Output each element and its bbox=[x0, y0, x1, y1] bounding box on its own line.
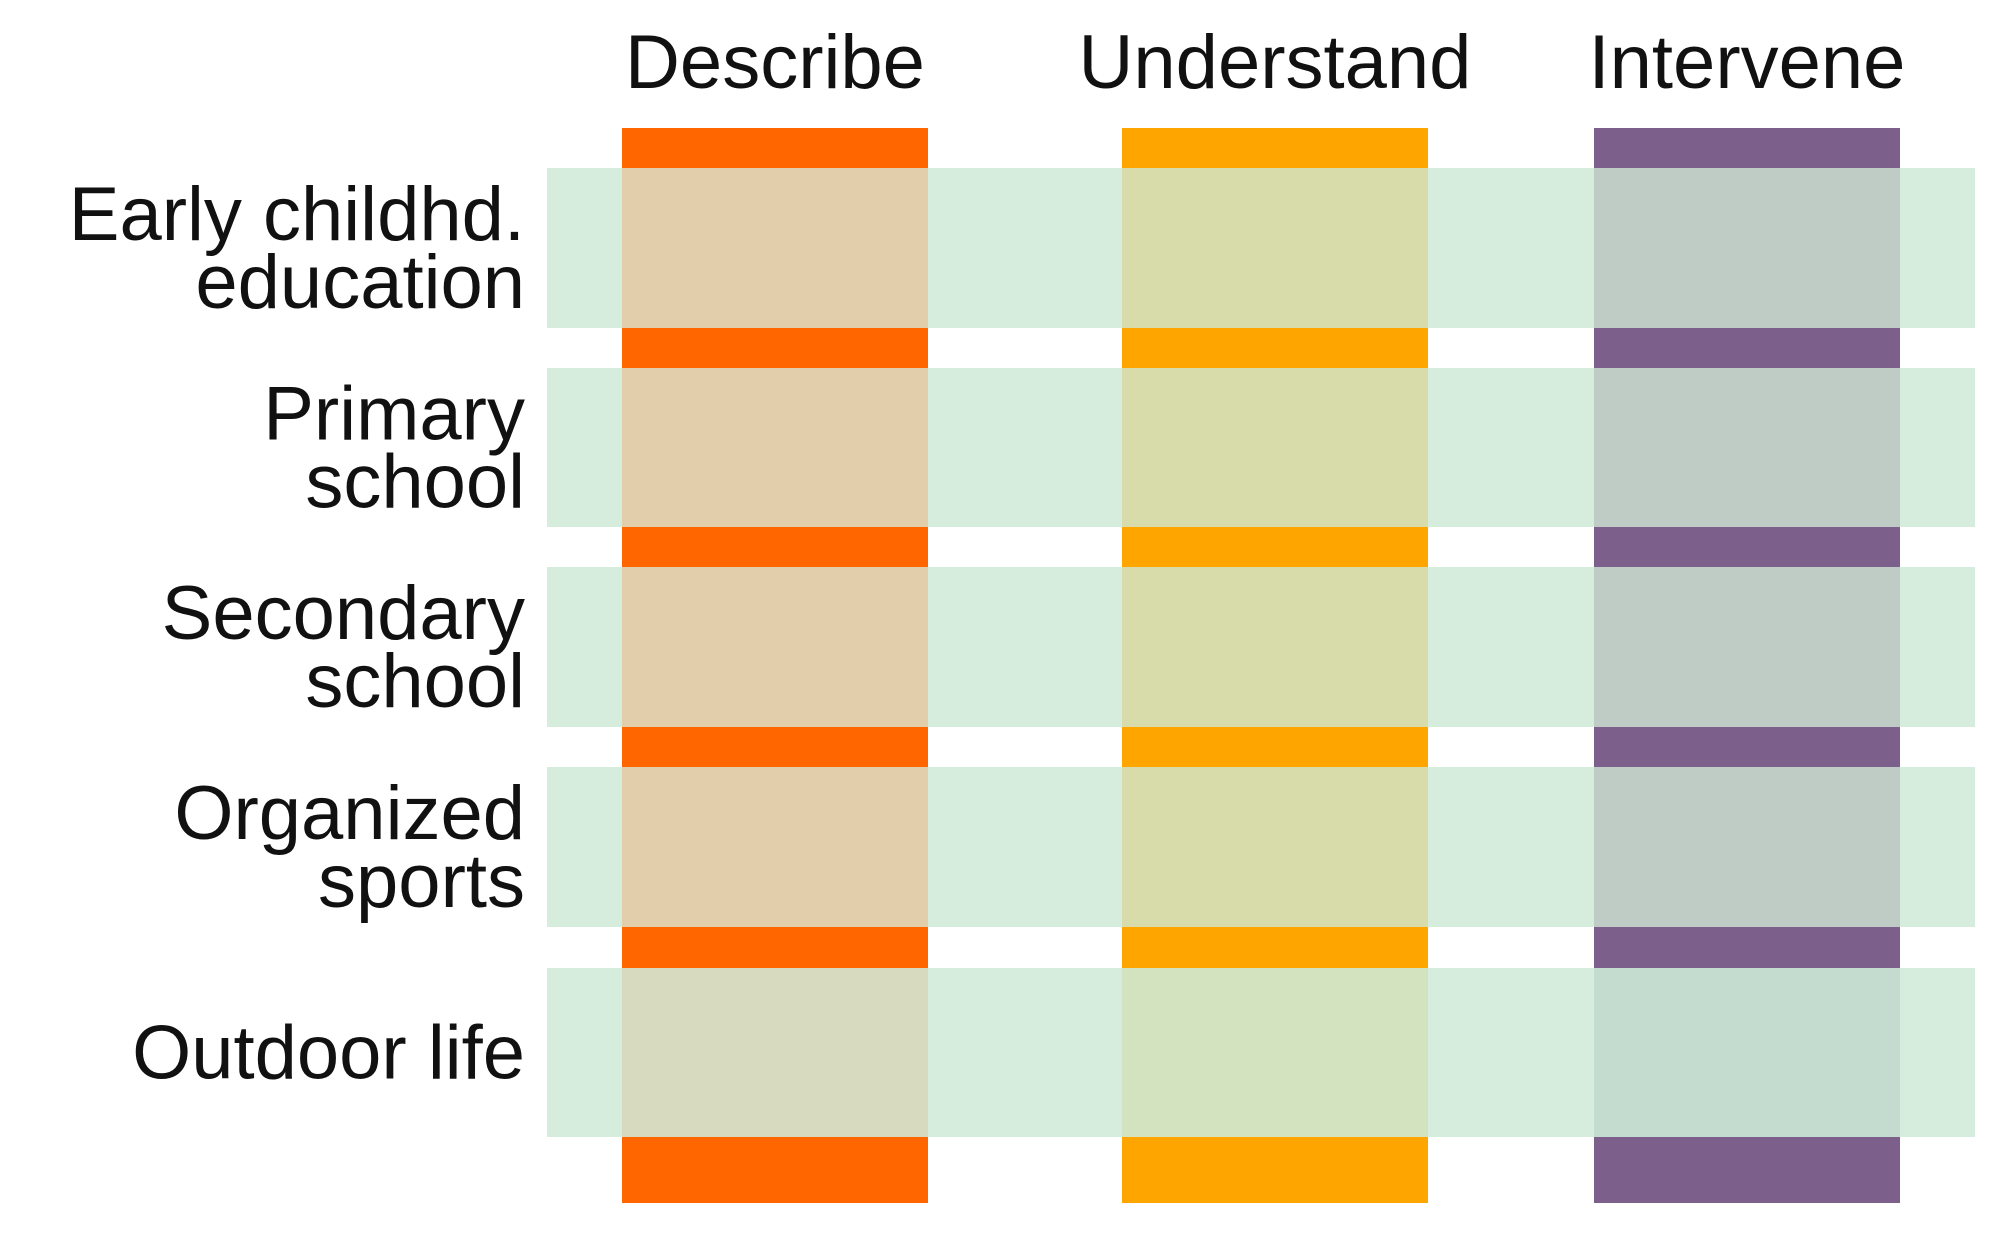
secondary-school-row-label-line-1: Secondary bbox=[162, 571, 525, 656]
organized-sports-understand-cell bbox=[1122, 767, 1428, 927]
early-childhd-education-row-label-line-2: education bbox=[195, 240, 525, 325]
organized-sports-intervene-cell bbox=[1594, 767, 1900, 927]
organized-sports-describe-cell bbox=[622, 767, 928, 927]
outdoor-life-row-label-line-1: Outdoor life bbox=[132, 1011, 525, 1096]
secondary-school-row-label-line-2: school bbox=[305, 639, 525, 724]
early-childhd-education-describe-cell bbox=[622, 168, 928, 328]
organized-sports-row-label-line-1: Organized bbox=[174, 771, 525, 856]
secondary-school-intervene-cell bbox=[1594, 567, 1900, 727]
organized-sports-row-label-line-2: sports bbox=[318, 839, 525, 924]
primary-school-row-label-line-1: Primary bbox=[263, 372, 525, 457]
secondary-school-understand-cell bbox=[1122, 567, 1428, 727]
outdoor-life-understand-cell bbox=[1122, 968, 1428, 1137]
outdoor-life-describe-cell bbox=[622, 968, 928, 1137]
intervene-column-header: Intervene bbox=[1589, 20, 1906, 105]
understand-column-header: Understand bbox=[1079, 20, 1472, 105]
early-childhd-education-understand-cell bbox=[1122, 168, 1428, 328]
early-childhd-education-intervene-cell bbox=[1594, 168, 1900, 328]
outdoor-life-intervene-cell bbox=[1594, 968, 1900, 1137]
describe-column-header: Describe bbox=[625, 20, 925, 105]
secondary-school-describe-cell bbox=[622, 567, 928, 727]
primary-school-describe-cell bbox=[622, 368, 928, 527]
primary-school-intervene-cell bbox=[1594, 368, 1900, 527]
early-childhd-education-row-label-line-1: Early childhd. bbox=[69, 172, 525, 257]
primary-school-row-label-line-2: school bbox=[305, 440, 525, 525]
primary-school-understand-cell bbox=[1122, 368, 1428, 527]
